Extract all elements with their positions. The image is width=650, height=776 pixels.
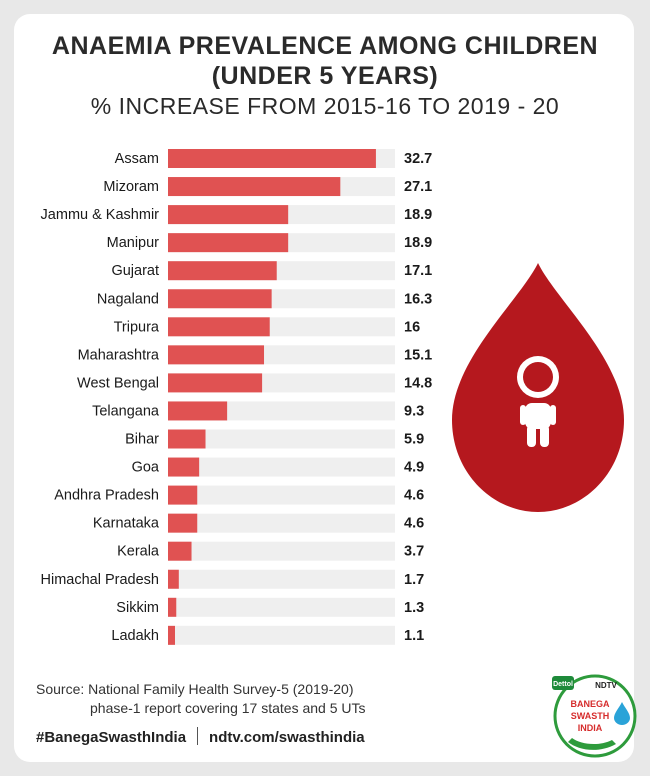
title-line-1: ANAEMIA PREVALENCE AMONG CHILDREN [51,32,599,60]
child-icon [517,356,559,447]
bar [168,401,228,421]
category-label: Kerala [117,544,160,560]
category-label: Gujarat [111,263,159,279]
category-label: Mizoram [103,179,159,195]
bar-track [168,569,395,589]
value-label: 9.3 [404,403,424,419]
category-label: Jammu & Kashmir [41,207,160,223]
category-label: Tripura [114,319,160,335]
bar [168,261,277,281]
subtitle: % INCREASE FROM 2015-16 TO 2019 - 20 [90,93,560,119]
value-label: 16.3 [404,291,432,307]
bar [168,149,376,168]
bar [168,429,206,449]
logo-line-1: BANEGA [570,699,610,709]
bar-track [168,513,395,533]
footer: #BanegaSwasthIndia ndtv.com/swasthindia [36,727,365,746]
category-label: Manipur [107,235,160,251]
value-label: 4.6 [404,488,424,504]
bar [168,317,270,337]
bar [168,597,177,617]
footer-url[interactable]: ndtv.com/swasthindia [209,729,365,746]
bar [168,485,198,505]
bar-track [168,597,395,617]
bar-track [168,625,395,645]
logo-line-3: INDIA [578,723,603,733]
logo-line-2: SWASTH [571,711,610,721]
category-label: Himachal Pradesh [41,572,159,588]
value-label: 1.1 [404,628,424,644]
category-label: Maharashtra [78,347,160,363]
category-label: Karnataka [93,516,160,532]
bar-track [168,457,395,477]
value-label: 17.1 [404,263,432,279]
banega-swasth-india-logo: Dettol NDTV BANEGA SWASTH INDIA [552,674,637,758]
value-label: 18.9 [404,235,432,251]
bar [168,457,200,477]
value-label: 4.6 [404,516,424,532]
value-label: 4.9 [404,460,424,476]
bar [168,289,272,309]
value-label: 1.7 [404,572,424,588]
bar [168,177,341,197]
category-label: Bihar [125,432,159,448]
source-line-1: Source: National Family Health Survey-5 … [36,681,354,697]
bar [168,569,179,589]
water-drop-icon [614,702,630,725]
value-label: 15.1 [404,347,432,363]
bar-track [168,541,395,561]
category-label: Ladakh [111,628,159,644]
bar [168,345,265,365]
bar [168,513,198,533]
value-label: 16 [404,319,420,335]
title-line-2: (UNDER 5 YEARS) [211,62,439,90]
footer-hashtag[interactable]: #BanegaSwasthIndia [36,729,187,746]
hand-icon [568,738,616,750]
logo-dettol-text: Dettol [553,681,573,688]
category-label: Telangana [92,403,160,419]
source-line-2: phase-1 report covering 17 states and 5 … [90,700,366,716]
category-label: Assam [115,151,159,167]
value-label: 3.7 [404,544,424,560]
value-label: 14.8 [404,375,432,391]
category-label: Sikkim [116,600,159,616]
logo-ndtv-text: NDTV [595,681,617,690]
bar [168,625,175,645]
value-label: 32.7 [404,151,432,167]
value-label: 18.9 [404,207,432,223]
bar [168,373,263,393]
value-label: 5.9 [404,432,424,448]
value-label: 1.3 [404,600,424,616]
bar [168,541,192,561]
value-label: 27.1 [404,179,432,195]
category-label: Andhra Pradesh [54,488,159,504]
category-label: Goa [132,460,160,476]
category-label: Nagaland [97,291,159,307]
bar [168,233,289,253]
category-label: West Bengal [77,375,159,391]
bar-track [168,485,395,505]
footer-divider [197,727,199,745]
bar-track [168,429,395,449]
source-note: Source: National Family Health Survey-5 … [36,680,366,718]
bar [168,205,289,225]
